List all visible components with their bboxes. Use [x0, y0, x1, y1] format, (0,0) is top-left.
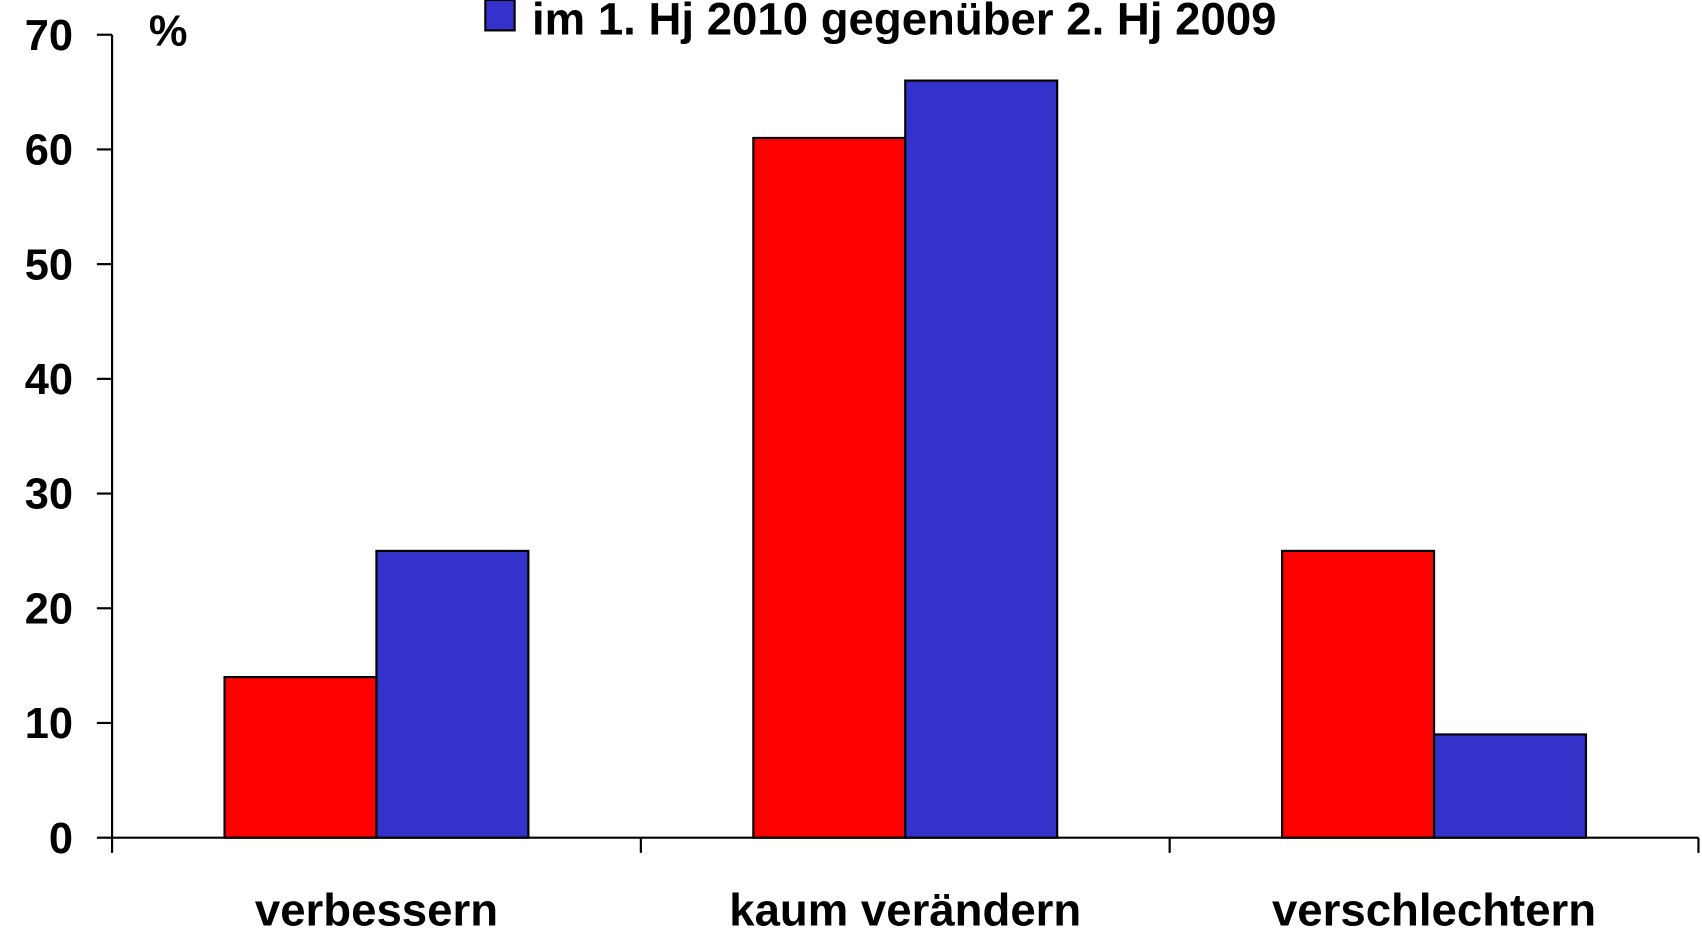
y-tick-label: 40	[25, 356, 73, 404]
bar	[375, 549, 530, 839]
bar	[752, 136, 907, 839]
x-tick-label: verbessern	[255, 885, 498, 931]
y-tick-label: 30	[25, 471, 73, 519]
x-tick-label: kaum verändern	[729, 885, 1081, 931]
bar	[1432, 733, 1588, 839]
y-axis-label: %	[149, 8, 188, 56]
y-tick-label: 10	[25, 700, 73, 748]
bar	[904, 79, 1059, 839]
y-tick-label: 20	[25, 585, 73, 633]
bar	[223, 676, 378, 839]
bar	[1281, 549, 1436, 839]
y-tick-label: 60	[25, 127, 73, 175]
legend-label: im 1. Hj 2010 gegenüber 2. Hj 2009	[532, 0, 1277, 45]
y-tick-label: 70	[25, 12, 73, 60]
x-tick-label: verschlechtern	[1272, 885, 1596, 931]
legend-swatch	[484, 0, 516, 32]
y-tick-label: 0	[49, 815, 73, 863]
y-tick-label: 50	[25, 241, 73, 289]
